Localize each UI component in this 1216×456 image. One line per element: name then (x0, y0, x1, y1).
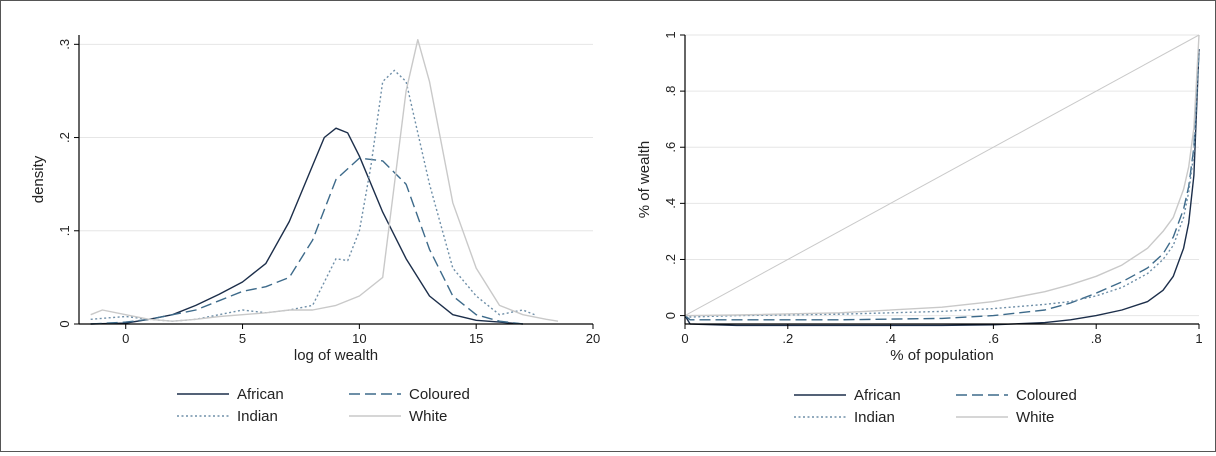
x-tick-label: 0 (681, 331, 688, 346)
chart-1: 0 .1 .2 .3 0 5 10 15 20 log of wealth density Afric… (30, 35, 600, 425)
y-tick-label: .2 (663, 254, 678, 265)
y-tick-label: .4 (663, 198, 678, 209)
legend-label-african: African (237, 386, 284, 403)
y-tick-label: 0 (57, 320, 72, 327)
legend-label-white: White (409, 408, 447, 425)
legend-label-white: White (1016, 409, 1054, 426)
series-line-african (90, 127, 523, 325)
y-tick-label: .1 (57, 225, 72, 236)
x-tick-label: 5 (239, 331, 246, 346)
x-tick-label: 15 (469, 331, 483, 346)
y-tick-label: 1 (663, 31, 678, 38)
x-tick-label: 10 (352, 331, 366, 346)
legend-label-indian: Indian (854, 409, 895, 426)
x-tick-label: 20 (586, 331, 600, 346)
y-tick-label: .8 (663, 86, 678, 97)
x-tick-label: .8 (1091, 331, 1102, 346)
x-axis-title: % of population (890, 347, 993, 364)
equality-line (684, 34, 1200, 317)
x-tick-label: 0 (122, 331, 129, 346)
x-tick-label: .2 (782, 331, 793, 346)
x-tick-label: 1 (1195, 331, 1202, 346)
legend-label-african: African (854, 387, 901, 404)
y-tick-label: .2 (57, 132, 72, 143)
y-tick-label: 0 (663, 312, 678, 319)
series-line-white (685, 34, 1200, 317)
y-axis-title: density (30, 155, 47, 203)
legend: African Coloured Indian White (177, 386, 470, 425)
y-tick-label: .6 (663, 142, 678, 153)
legend-label-coloured: Coloured (1016, 387, 1077, 404)
x-tick-label: .4 (885, 331, 896, 346)
y-tick-label: .3 (57, 39, 72, 50)
legend: African Coloured Indian White (794, 387, 1077, 426)
y-axis-title: % of wealth (636, 141, 653, 219)
x-axis-title: log of wealth (294, 347, 378, 364)
x-tick-label: .6 (988, 331, 999, 346)
series-line-african (684, 48, 1200, 327)
series-line-white (90, 39, 559, 322)
legend-label-coloured: Coloured (409, 386, 470, 403)
legend-label-indian: Indian (237, 408, 278, 425)
series-line-indian (90, 69, 535, 322)
series-line-indian (684, 48, 1200, 318)
series-line-coloured (684, 48, 1200, 321)
chart-2: 0 .2 .4 .6 .8 1 0 .2 .4 .6 .8 1 % of population % of … (636, 31, 1203, 426)
series-line-coloured (90, 157, 523, 325)
